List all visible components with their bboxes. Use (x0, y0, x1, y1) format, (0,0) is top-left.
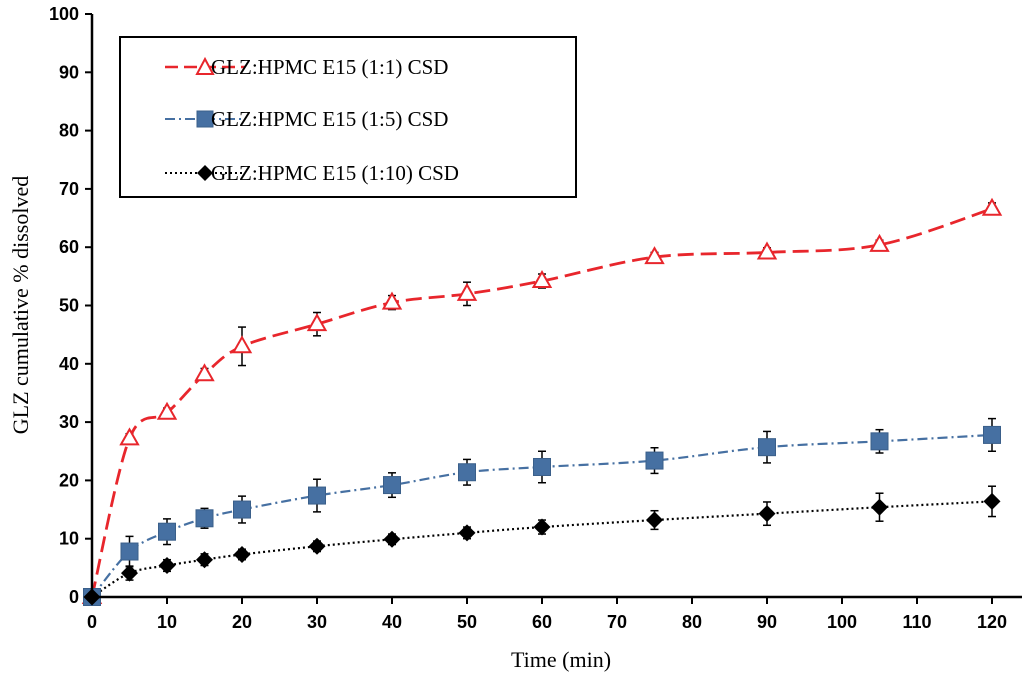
x-tick-label: 60 (532, 612, 552, 632)
y-tick-label: 90 (59, 62, 79, 82)
data-point-1to1 (306, 313, 328, 332)
x-tick-label: 20 (232, 612, 252, 632)
data-point-1to1 (156, 401, 178, 420)
legend-item-1to1: GLZ:HPMC E15 (1:1) CSD (165, 55, 448, 79)
data-point-1to1 (531, 269, 553, 289)
data-point-1to10 (383, 530, 401, 548)
y-tick-label: 0 (69, 587, 79, 607)
data-point-1to5 (458, 463, 476, 482)
legend-item-1to10: GLZ:HPMC E15 (1:10) CSD (165, 161, 459, 185)
data-point-1to5 (383, 476, 401, 495)
y-tick-label: 80 (59, 121, 79, 141)
y-axis-title: GLZ cumulative % dissolved (8, 176, 33, 434)
data-point-1to1 (119, 427, 140, 446)
series-line-0 (90, 207, 993, 598)
data-point-1to1 (981, 197, 1003, 216)
data-point-1to5 (120, 542, 139, 561)
legend-label-1to5: GLZ:HPMC E15 (1:5) CSD (211, 107, 448, 131)
y-tick-label: 10 (59, 529, 79, 549)
data-point-1to10 (196, 551, 213, 569)
legend-item-1to5: GLZ:HPMC E15 (1:5) CSD (165, 107, 448, 131)
data-point-1to5 (158, 522, 176, 541)
data-point-1to1 (381, 291, 403, 310)
legend-marker-1to10 (197, 165, 213, 181)
data-point-1to1 (456, 282, 478, 301)
series-line-2 (91, 500, 993, 598)
marker-layer (81, 197, 1003, 606)
x-tick-label: 110 (902, 612, 931, 632)
x-tick-label: 0 (87, 612, 97, 632)
x-tick-label: 90 (757, 612, 777, 632)
y-tick-label: 50 (59, 296, 79, 316)
x-tick-label: 50 (457, 612, 477, 632)
y-tick-label: 40 (59, 354, 79, 374)
data-point-1to5 (233, 500, 251, 519)
data-point-1to1 (644, 246, 665, 265)
legend-marker-1to5 (196, 110, 214, 128)
data-point-1to5 (308, 486, 326, 505)
data-point-1to1 (194, 363, 215, 382)
x-axis-title: Time (min) (511, 647, 611, 672)
y-tick-label: 20 (59, 470, 79, 490)
data-point-1to5 (195, 509, 214, 528)
data-point-1to10 (308, 537, 326, 555)
x-tick-label: 100 (827, 612, 857, 632)
data-point-1to10 (871, 498, 888, 516)
legend-marker-1to1 (195, 56, 215, 75)
x-tick-label: 120 (977, 612, 1007, 632)
data-point-1to1 (869, 233, 890, 252)
legend-label-1to10: GLZ:HPMC E15 (1:10) CSD (211, 161, 459, 185)
legend: GLZ:HPMC E15 (1:1) CSD GLZ:HPMC E15 (1:5… (119, 36, 577, 198)
data-point-1to5 (758, 438, 776, 457)
y-tick-label: 60 (59, 237, 79, 257)
series-line-1 (91, 433, 993, 598)
legend-box (119, 36, 577, 198)
data-point-1to5 (870, 432, 889, 451)
data-point-1to1 (231, 335, 253, 354)
x-tick-label: 30 (307, 612, 327, 632)
data-point-1to10 (233, 545, 251, 563)
y-tick-label: 30 (59, 412, 79, 432)
error-bar-layer (125, 202, 996, 581)
legend-items: GLZ:HPMC E15 (1:1) CSD GLZ:HPMC E15 (1:5… (165, 55, 459, 185)
x-tick-label: 40 (382, 612, 402, 632)
data-point-1to5 (645, 451, 664, 470)
y-tick-label: 100 (49, 4, 79, 24)
y-tick-label: 70 (59, 179, 79, 199)
x-tick-label: 80 (682, 612, 702, 632)
data-point-1to5 (983, 425, 1001, 444)
data-point-1to1 (756, 241, 778, 260)
series-line-layer (90, 207, 993, 598)
data-point-1to5 (533, 457, 551, 476)
data-point-1to10 (121, 564, 138, 582)
data-point-1to10 (983, 492, 1001, 510)
tick-layer: 0 10 20 30 40 50 60 70 80 90 100 110 120 0 10 20 30 40 50 6… (49, 4, 1007, 632)
data-point-1to10 (533, 518, 551, 536)
data-point-1to10 (758, 505, 776, 523)
data-point-1to10 (646, 511, 663, 529)
data-point-1to10 (458, 524, 476, 542)
legend-label-1to1: GLZ:HPMC E15 (1:1) CSD (211, 55, 448, 79)
x-tick-label: 70 (607, 612, 627, 632)
data-point-1to10 (158, 557, 176, 575)
x-tick-label: 10 (157, 612, 177, 632)
